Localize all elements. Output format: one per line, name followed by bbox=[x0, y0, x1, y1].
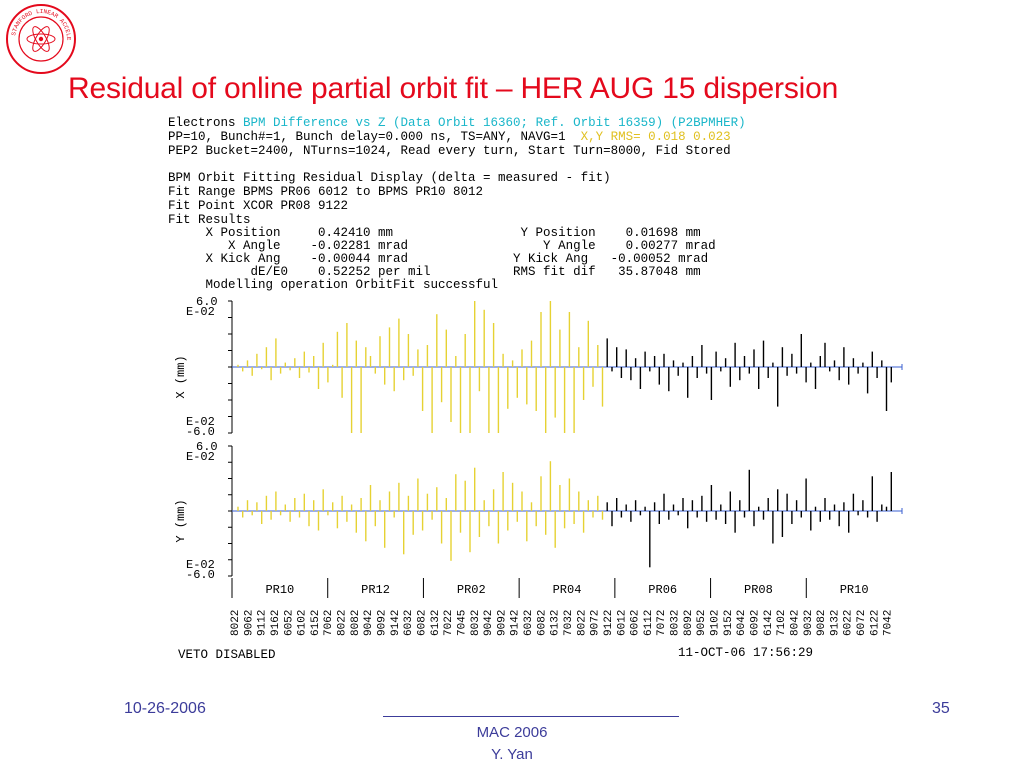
bpm-label: 6062 bbox=[630, 610, 642, 636]
bpm-label: 6132 bbox=[550, 610, 562, 636]
y-tick-label-top: 6.0 bbox=[196, 295, 218, 309]
bpm-label: 6032 bbox=[523, 610, 535, 636]
bpm-label: 7042 bbox=[883, 610, 895, 636]
bpm-label: 8082 bbox=[350, 610, 362, 636]
bpm-label: 6112 bbox=[643, 610, 655, 636]
header-line-3: PEP2 Bucket=2400, NTurns=1024, Read ever… bbox=[168, 144, 731, 158]
bpm-label: 6152 bbox=[310, 610, 322, 636]
acquisition-params: PP=10, Bunch#=1, Bunch delay=0.000 ns, T… bbox=[168, 130, 581, 144]
bpm-label: 8032 bbox=[470, 610, 482, 636]
bpm-label: 8022 bbox=[576, 610, 588, 636]
header-line-1: Electrons BPM Difference vs Z (Data Orbi… bbox=[168, 116, 746, 130]
y-tick-label-top-exponent: E-02 bbox=[186, 305, 215, 319]
bpm-label: 6082 bbox=[536, 610, 548, 636]
residual-charts: 6.0E-02E-02-6.0X (mm)6.0E-02E-02-6.0Y (m… bbox=[174, 295, 903, 636]
orbit-fit-display: Electrons BPM Difference vs Z (Data Orbi… bbox=[160, 108, 920, 668]
bpm-label: 6052 bbox=[283, 610, 295, 636]
y-tick-label-top-exponent: E-02 bbox=[186, 450, 215, 464]
header-line-2: PP=10, Bunch#=1, Bunch delay=0.000 ns, T… bbox=[168, 130, 731, 144]
bpm-label: 7102 bbox=[776, 610, 788, 636]
bpm-label: 6142 bbox=[763, 610, 775, 636]
y-tick-label-bottom: -6.0 bbox=[186, 568, 215, 582]
region-label: PR02 bbox=[457, 583, 486, 597]
footer-date: 10-26-2006 bbox=[124, 700, 206, 717]
bpm-label: 9162 bbox=[270, 610, 282, 636]
fit-result-row: dE/E0 0.52252 per mil RMS fit dif 35.870… bbox=[168, 265, 701, 279]
bpm-label: 6022 bbox=[843, 610, 855, 636]
y-axis-label: Y (mm) bbox=[174, 499, 188, 542]
bpm-label: 9112 bbox=[257, 610, 269, 636]
fit-title: BPM Orbit Fitting Residual Display (delt… bbox=[168, 171, 611, 185]
bpm-label: 8022 bbox=[337, 610, 349, 636]
fit-range: Fit Range BPMS PR06 6012 to BPMS PR10 80… bbox=[168, 185, 484, 199]
footer-divider bbox=[383, 716, 679, 717]
bpm-label: 9042 bbox=[483, 610, 495, 636]
bpm-label: 6032 bbox=[403, 610, 415, 636]
fit-results-label: Fit Results bbox=[168, 213, 251, 227]
veto-status: VETO DISABLED bbox=[178, 648, 276, 662]
bpm-label: 7062 bbox=[323, 610, 335, 636]
bpm-label: 6122 bbox=[869, 610, 881, 636]
y-axis-label: X (mm) bbox=[174, 355, 188, 398]
plot-description: BPM Difference vs Z (Data Orbit 16360; R… bbox=[243, 116, 746, 130]
bpm-label: 9062 bbox=[243, 610, 255, 636]
timestamp: 11-OCT-06 17:56:29 bbox=[678, 646, 814, 660]
bpm-label: 8042 bbox=[789, 610, 801, 636]
bpm-label: 8022 bbox=[230, 610, 242, 636]
y-tick-label-top: 6.0 bbox=[196, 440, 218, 454]
bpm-label: 9042 bbox=[363, 610, 375, 636]
bpm-label: 6102 bbox=[297, 610, 309, 636]
y-tick-label-bottom-exponent: E-02 bbox=[186, 415, 215, 429]
y-tick-label-bottom-exponent: E-02 bbox=[186, 558, 215, 572]
region-label: PR06 bbox=[648, 583, 677, 597]
bpm-label: 6072 bbox=[856, 610, 868, 636]
slac-logo: STANFORD LINEAR ACCELERATOR CENTER bbox=[2, 0, 78, 76]
fit-result-row: X Kick Ang -0.00044 mrad Y Kick Ang -0.0… bbox=[168, 252, 709, 266]
bpm-label: 9152 bbox=[723, 610, 735, 636]
fit-result-row: X Position 0.42410 mm Y Position 0.01698… bbox=[168, 226, 701, 240]
region-label: PR08 bbox=[744, 583, 773, 597]
rms-readout: X,Y RMS= 0.018 0.023 bbox=[580, 130, 731, 144]
bpm-label: 9052 bbox=[696, 610, 708, 636]
fit-point: Fit Point XCOR PR08 9122 bbox=[168, 199, 349, 213]
bpm-label: 6092 bbox=[750, 610, 762, 636]
bpm-label: 6012 bbox=[616, 610, 628, 636]
bpm-label: 6132 bbox=[430, 610, 442, 636]
bpm-label: 6082 bbox=[417, 610, 429, 636]
bpm-label: 8032 bbox=[670, 610, 682, 636]
bpm-label: 7032 bbox=[563, 610, 575, 636]
fit-status: Modelling operation OrbitFit successful bbox=[168, 278, 499, 292]
bpm-label: 9092 bbox=[496, 610, 508, 636]
region-label: PR10 bbox=[265, 583, 294, 597]
page-number: 35 bbox=[932, 700, 950, 717]
slide-title: Residual of online partial orbit fit – H… bbox=[68, 72, 839, 105]
bpm-label: 9082 bbox=[816, 610, 828, 636]
region-label: PR10 bbox=[840, 583, 869, 597]
bpm-label: 7072 bbox=[656, 610, 668, 636]
bpm-label: 9092 bbox=[377, 610, 389, 636]
y-tick-label-bottom: -6.0 bbox=[186, 425, 215, 439]
bpm-label: 9122 bbox=[603, 610, 615, 636]
bpm-label: 7045 bbox=[456, 610, 468, 636]
bpm-label: 9072 bbox=[590, 610, 602, 636]
fit-result-row: X Angle -0.02281 mrad Y Angle 0.00277 mr… bbox=[168, 239, 716, 253]
bpm-label: 7022 bbox=[443, 610, 455, 636]
region-label: PR12 bbox=[361, 583, 390, 597]
bpm-label: 9142 bbox=[510, 610, 522, 636]
footer-conference: MAC 2006 bbox=[476, 724, 548, 741]
bpm-label: 9032 bbox=[803, 610, 815, 636]
footer-author: Y. Yan bbox=[491, 746, 533, 763]
bpm-label: 8092 bbox=[683, 610, 695, 636]
bpm-label: 9102 bbox=[710, 610, 722, 636]
bpm-label: 9142 bbox=[390, 610, 402, 636]
bpm-label: 9132 bbox=[829, 610, 841, 636]
region-label: PR04 bbox=[553, 583, 582, 597]
particle-label: Electrons bbox=[168, 116, 244, 130]
bpm-label: 6042 bbox=[736, 610, 748, 636]
